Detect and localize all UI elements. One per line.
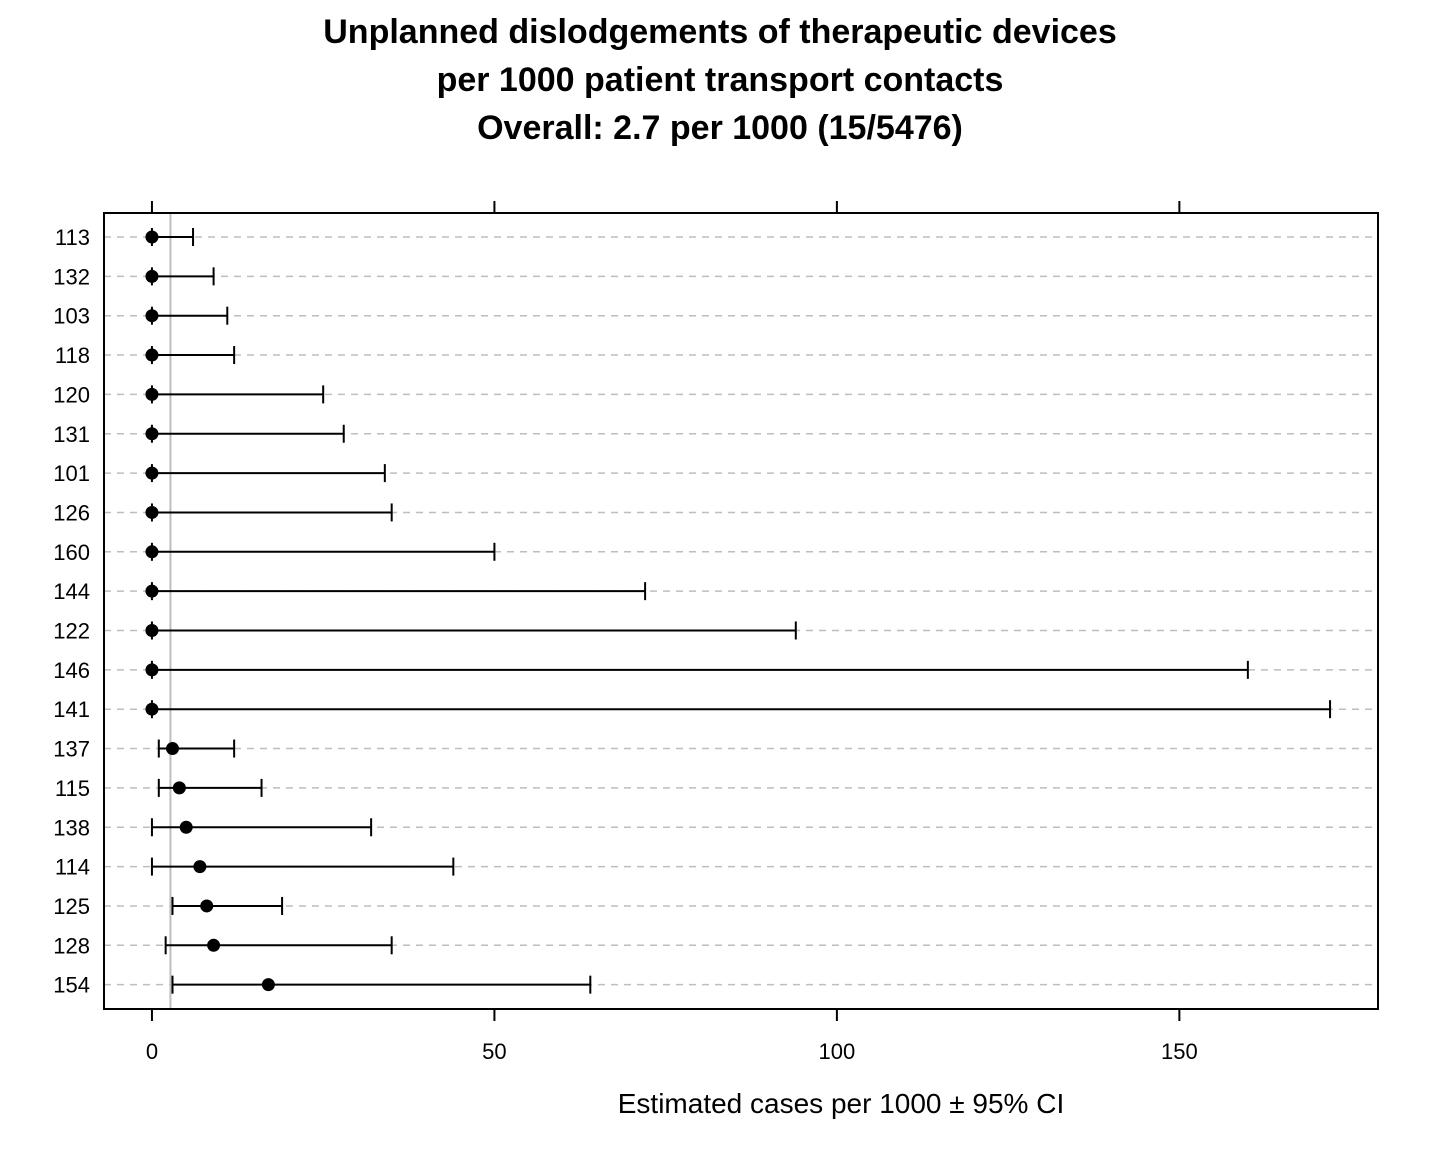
point-103	[145, 309, 159, 323]
x-tick-label-50: 50	[482, 1039, 506, 1064]
y-tick-label-126: 126	[53, 500, 90, 525]
point-160	[145, 545, 159, 559]
x-axis-label: Estimated cases per 1000 ± 95% CI	[618, 1088, 1064, 1119]
y-tick-label-115: 115	[55, 776, 90, 801]
y-tick-label-101: 101	[53, 461, 90, 486]
x-tick-label-0: 0	[146, 1039, 158, 1064]
point-126	[145, 505, 159, 519]
point-114	[193, 860, 207, 874]
y-tick-label-120: 120	[53, 382, 90, 407]
point-144	[145, 584, 159, 598]
y-tick-label-125: 125	[53, 894, 90, 919]
point-115	[172, 781, 186, 795]
point-101	[145, 466, 159, 480]
chart-title-line-2: per 1000 patient transport contacts	[436, 61, 1004, 99]
y-tick-label-144: 144	[53, 579, 90, 604]
y-axis-labels: 113 132 103 118 120 131 101 126 160 144 122 146 141 1…	[53, 225, 90, 998]
point-118	[145, 348, 159, 362]
point-154	[261, 978, 275, 992]
y-tick-label-122: 122	[53, 619, 90, 644]
y-tick-label-131: 131	[53, 422, 90, 447]
point-120	[145, 387, 159, 401]
point-125	[200, 899, 214, 913]
chart-title-line-1: Unplanned dislodgements of therapeutic d…	[323, 13, 1117, 51]
point-138	[179, 820, 193, 834]
point-128	[207, 938, 221, 952]
point-146	[145, 663, 159, 677]
y-tick-label-160: 160	[53, 540, 90, 565]
y-tick-label-128: 128	[53, 933, 90, 958]
error-bars	[150, 228, 1332, 994]
gridlines	[104, 236, 1378, 986]
y-tick-label-138: 138	[53, 815, 90, 840]
point-141	[145, 702, 159, 716]
y-tick-label-137: 137	[53, 737, 90, 762]
y-tick-label-141: 141	[53, 697, 90, 722]
y-tick-label-113: 113	[55, 225, 90, 250]
point-132	[145, 269, 159, 283]
point-137	[165, 742, 179, 756]
chart-title: Unplanned dislodgements of therapeutic d…	[0, 8, 1440, 152]
point-122	[145, 624, 159, 637]
point-estimates	[145, 230, 275, 992]
x-axis-ticks: 0 50 100 150	[146, 201, 1198, 1064]
y-tick-label-154: 154	[53, 973, 90, 998]
y-tick-label-146: 146	[53, 658, 90, 683]
x-tick-label-150: 150	[1161, 1039, 1198, 1064]
chart-title-line-3: Overall: 2.7 per 1000 (15/5476)	[477, 109, 963, 147]
x-tick-label-100: 100	[819, 1039, 856, 1064]
y-tick-label-103: 103	[53, 304, 90, 329]
y-tick-label-132: 132	[53, 264, 90, 289]
plot-frame	[103, 212, 1379, 1010]
point-131	[145, 427, 159, 441]
y-tick-label-114: 114	[55, 855, 90, 880]
point-113	[145, 230, 159, 244]
y-tick-label-118: 118	[55, 343, 90, 368]
